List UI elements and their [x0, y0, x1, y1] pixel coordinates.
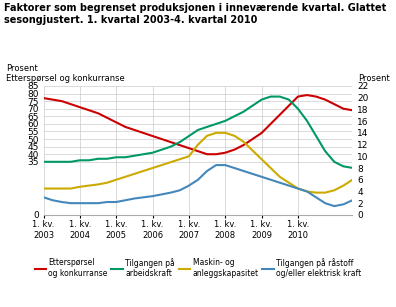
Text: Faktorer som begrenset produksjonen i inneværende kvartal. Glattet
sesongjustert: Faktorer som begrenset produksjonen i in…	[4, 3, 386, 25]
Legend: Etterspørsel
og konkurranse, Tilgangen på
arbeidskraft, Maskin- og
anleggskapasi: Etterspørsel og konkurranse, Tilgangen p…	[31, 255, 365, 281]
Text: Prosent
Etterspørsel og konkurranse: Prosent Etterspørsel og konkurranse	[6, 64, 125, 84]
Text: Prosent: Prosent	[358, 74, 390, 84]
